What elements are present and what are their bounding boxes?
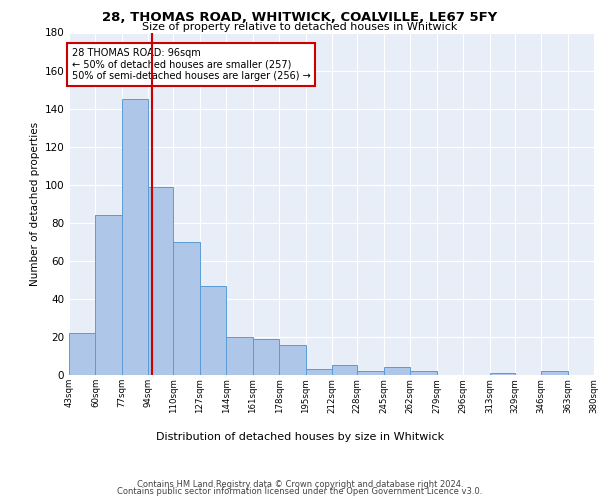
Bar (280, 344, 306, 375)
Bar (332, 366, 357, 375)
Bar (253, 339, 280, 375)
Bar (173, 242, 200, 375)
Text: 28 THOMAS ROAD: 96sqm
← 50% of detached houses are smaller (257)
50% of semi-det: 28 THOMAS ROAD: 96sqm ← 50% of detached … (71, 48, 310, 81)
Bar (410, 371, 437, 375)
Bar (383, 368, 410, 375)
Bar (357, 371, 383, 375)
Bar (95, 215, 122, 375)
Bar (148, 186, 173, 375)
Text: Contains public sector information licensed under the Open Government Licence v3: Contains public sector information licen… (118, 487, 482, 496)
Bar (306, 370, 332, 375)
Text: Distribution of detached houses by size in Whitwick: Distribution of detached houses by size … (156, 432, 444, 442)
Bar (490, 373, 515, 375)
Bar (594, 371, 600, 375)
Bar (226, 337, 253, 375)
Bar (200, 286, 226, 375)
Text: Size of property relative to detached houses in Whitwick: Size of property relative to detached ho… (142, 22, 458, 32)
Text: 28, THOMAS ROAD, WHITWICK, COALVILLE, LE67 5FY: 28, THOMAS ROAD, WHITWICK, COALVILLE, LE… (103, 11, 497, 24)
Y-axis label: Number of detached properties: Number of detached properties (30, 122, 40, 286)
Bar (122, 99, 148, 375)
Bar (541, 371, 568, 375)
Bar (69, 333, 95, 375)
Text: Contains HM Land Registry data © Crown copyright and database right 2024.: Contains HM Land Registry data © Crown c… (137, 480, 463, 489)
